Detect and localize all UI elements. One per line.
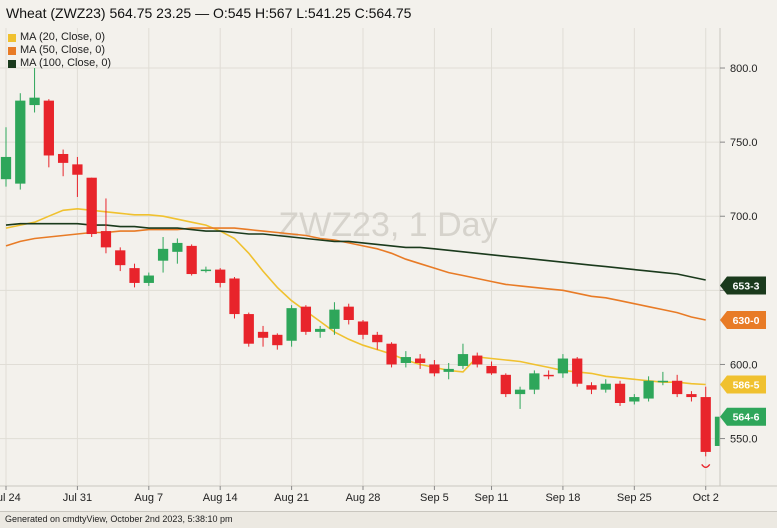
candle-body (400, 357, 411, 363)
footer: Generated on cmdtyView, October 2nd 2023… (0, 511, 777, 528)
candle-body (72, 164, 83, 175)
y-tick-label: 750.0 (730, 137, 758, 149)
candle-body (300, 306, 312, 332)
price-tag-label: 564-6 (733, 412, 760, 424)
candle-body (443, 368, 454, 372)
candle-body (257, 331, 269, 338)
ma-line-1 (5, 227, 706, 321)
x-tick-label: Aug 28 (346, 492, 381, 504)
candle-body (472, 355, 483, 365)
price-tag (720, 310, 766, 329)
candle-body (643, 380, 654, 399)
candle-body (500, 374, 511, 395)
candle-body (86, 177, 97, 235)
candle-body (586, 385, 597, 390)
candle-body (29, 97, 40, 106)
candle-body (700, 397, 711, 452)
ma100-swatch (8, 59, 16, 68)
ma20-swatch (8, 33, 16, 42)
price-tag-label: 586-5 (733, 379, 760, 391)
candle-body (557, 358, 569, 374)
ma-line-0 (5, 207, 706, 386)
x-tick-label: Sep 11 (474, 492, 508, 504)
candle-body (229, 278, 240, 315)
candle-body (529, 373, 540, 390)
ma-legend: MA (20, Close, 0) MA (50, Close, 0) MA (… (8, 31, 111, 70)
candle-body (357, 321, 369, 335)
candle-body (315, 328, 326, 332)
candle-body (129, 268, 140, 283)
legend-item-ma100[interactable]: MA (100, Close, 0) (8, 57, 111, 70)
candle-body (329, 309, 340, 329)
price-tag-label: 653-3 (733, 280, 760, 292)
candle-body (657, 380, 669, 383)
candle-body (157, 248, 169, 261)
legend-label-ma20: MA (20, Close, 0) (20, 31, 105, 43)
x-tick-label: Sep 5 (420, 492, 449, 504)
price-tag-label: 630-0 (733, 315, 760, 327)
x-tick-label: Jul 31 (63, 492, 92, 504)
candle-body (386, 343, 397, 365)
ma-line-2 (5, 222, 706, 281)
legend-label-ma50: MA (50, Close, 0) (20, 44, 105, 56)
candle-body (686, 394, 697, 398)
price-tag (720, 407, 766, 426)
candle-body (15, 100, 26, 184)
candle-body (614, 383, 626, 403)
candle-body (457, 354, 469, 366)
candle-body (429, 364, 440, 374)
candle-body (672, 380, 683, 395)
candle-body (200, 269, 212, 272)
candle-body (0, 156, 12, 180)
x-tick-label: Aug 14 (203, 492, 238, 504)
y-tick-label: 550.0 (730, 434, 758, 446)
candle-body (286, 308, 297, 341)
legend-label-ma100: MA (100, Close, 0) (20, 57, 112, 69)
candle-body (343, 306, 354, 320)
footer-text: Generated on cmdtyView, October 2nd 2023… (5, 514, 233, 524)
legend-item-ma20[interactable]: MA (20, Close, 0) (8, 31, 111, 44)
candle-body (243, 314, 254, 344)
x-tick-label: Sep 18 (545, 492, 580, 504)
candle-body (115, 250, 126, 266)
y-tick-label: 700.0 (730, 211, 758, 223)
candle-body (143, 275, 154, 283)
candle-body (572, 358, 583, 384)
candle-body (186, 245, 197, 275)
candle-body (486, 365, 497, 374)
candle-body (100, 231, 112, 248)
candle-body (272, 334, 283, 346)
candle-body (172, 242, 183, 252)
x-tick-label: Sep 25 (617, 492, 652, 504)
price-tag (720, 375, 766, 394)
candle-body (629, 397, 640, 402)
low-marker (701, 463, 711, 469)
candle-body (514, 389, 526, 395)
candle-body (600, 383, 611, 390)
candle-body (215, 269, 226, 283)
ma50-swatch (8, 46, 16, 55)
x-tick-label: Aug 7 (134, 492, 163, 504)
candle-body (372, 334, 383, 343)
candle-body (543, 374, 554, 377)
legend-item-ma50[interactable]: MA (50, Close, 0) (8, 44, 111, 57)
x-tick-label: Oct 2 (693, 492, 719, 504)
y-tick-label: 600.0 (730, 359, 758, 371)
plot-area (0, 28, 720, 486)
x-tick-label: Jul 24 (0, 492, 21, 504)
candle-body (57, 153, 69, 163)
candle-body (414, 358, 426, 363)
chart-title: Wheat (ZWZ23) 564.75 23.25 — O:545 H:567… (6, 5, 412, 21)
x-tick-label: Aug 21 (274, 492, 309, 504)
price-tag (720, 276, 766, 295)
candle-body (43, 100, 54, 156)
y-tick-label: 800.0 (730, 63, 758, 75)
